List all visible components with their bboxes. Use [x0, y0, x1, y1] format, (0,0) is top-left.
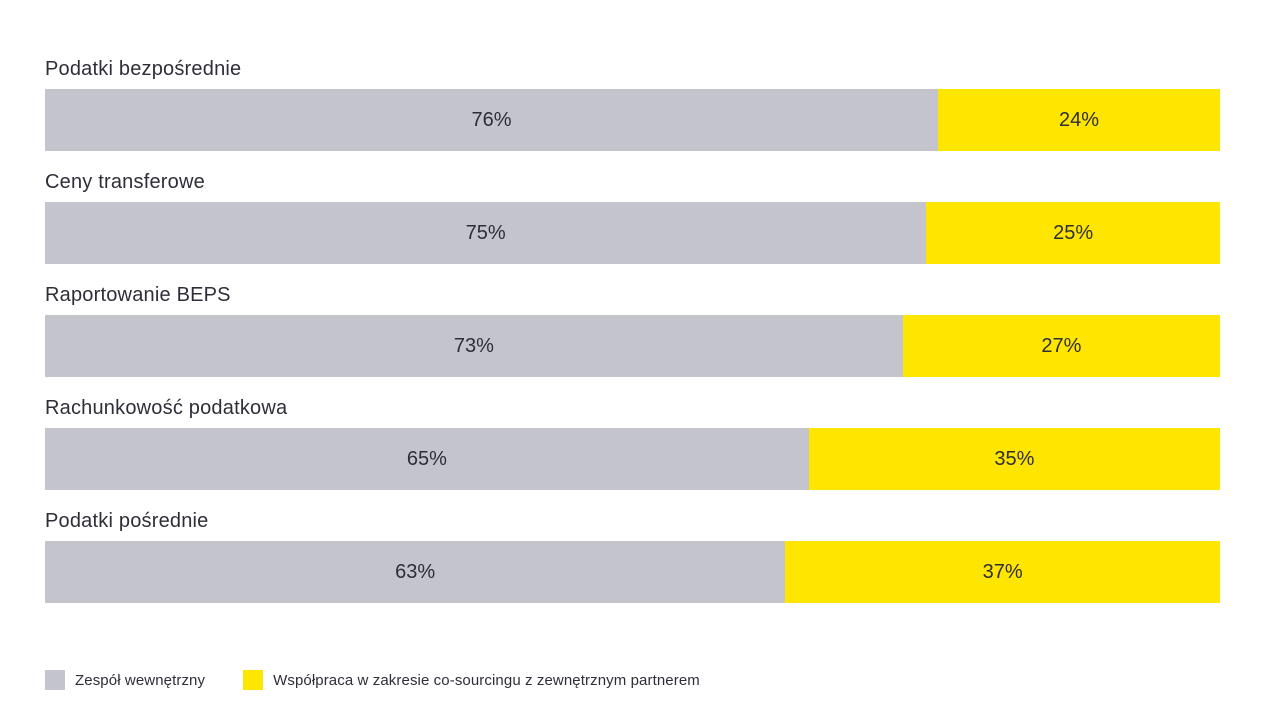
- bar-segment-internal-team: 76%: [45, 89, 938, 151]
- bar-segment-cosourcing: 37%: [785, 541, 1220, 603]
- legend-label-cosourcing: Współpraca w zakresie co-sourcingu z zew…: [273, 671, 700, 689]
- chart-row: Podatki bezpośrednie 76% 24%: [45, 56, 1220, 151]
- bar-segment-internal-team: 73%: [45, 315, 903, 377]
- bar-segment-internal-team: 75%: [45, 202, 927, 264]
- legend-label-internal-team: Zespół wewnętrzny: [75, 671, 206, 689]
- legend-swatch-internal-team: [45, 670, 65, 690]
- stacked-bar: 76% 24%: [45, 89, 1220, 151]
- legend-item-cosourcing: Współpraca w zakresie co-sourcingu z zew…: [243, 670, 700, 690]
- category-label: Rachunkowość podatkowa: [45, 397, 288, 419]
- legend-swatch-cosourcing: [243, 670, 264, 690]
- bar-segment-cosourcing: 27%: [902, 315, 1220, 377]
- chart-row: Raportowanie BEPS 73% 27%: [45, 282, 1220, 377]
- chart-row: Rachunkowość podatkowa 65% 35%: [45, 395, 1220, 490]
- stacked-bar: 65% 35%: [45, 428, 1220, 490]
- chart-row: Ceny transferowe 75% 25%: [45, 169, 1220, 264]
- bar-segment-internal-team: 65%: [45, 428, 809, 490]
- chart-legend: Zespół wewnętrzny Współpraca w zakresie …: [45, 670, 1220, 690]
- stacked-bar: 63% 37%: [45, 541, 1220, 603]
- bar-segment-cosourcing: 24%: [938, 89, 1220, 151]
- category-label: Podatki bezpośrednie: [45, 58, 242, 80]
- legend-item-internal-team: Zespół wewnętrzny: [45, 670, 205, 690]
- bar-segment-internal-team: 63%: [45, 541, 786, 603]
- bar-rows: Podatki bezpośrednie 76% 24% Ceny transfero…: [45, 56, 1220, 603]
- chart-row: Podatki pośrednie 63% 37%: [45, 508, 1220, 603]
- category-label: Ceny transferowe: [45, 171, 205, 193]
- stacked-bar: 73% 27%: [45, 315, 1220, 377]
- bar-segment-cosourcing: 35%: [808, 428, 1220, 490]
- stacked-bar: 75% 25%: [45, 202, 1220, 264]
- category-label: Raportowanie BEPS: [45, 284, 231, 306]
- category-label: Podatki pośrednie: [45, 510, 209, 532]
- bar-segment-cosourcing: 25%: [926, 202, 1220, 264]
